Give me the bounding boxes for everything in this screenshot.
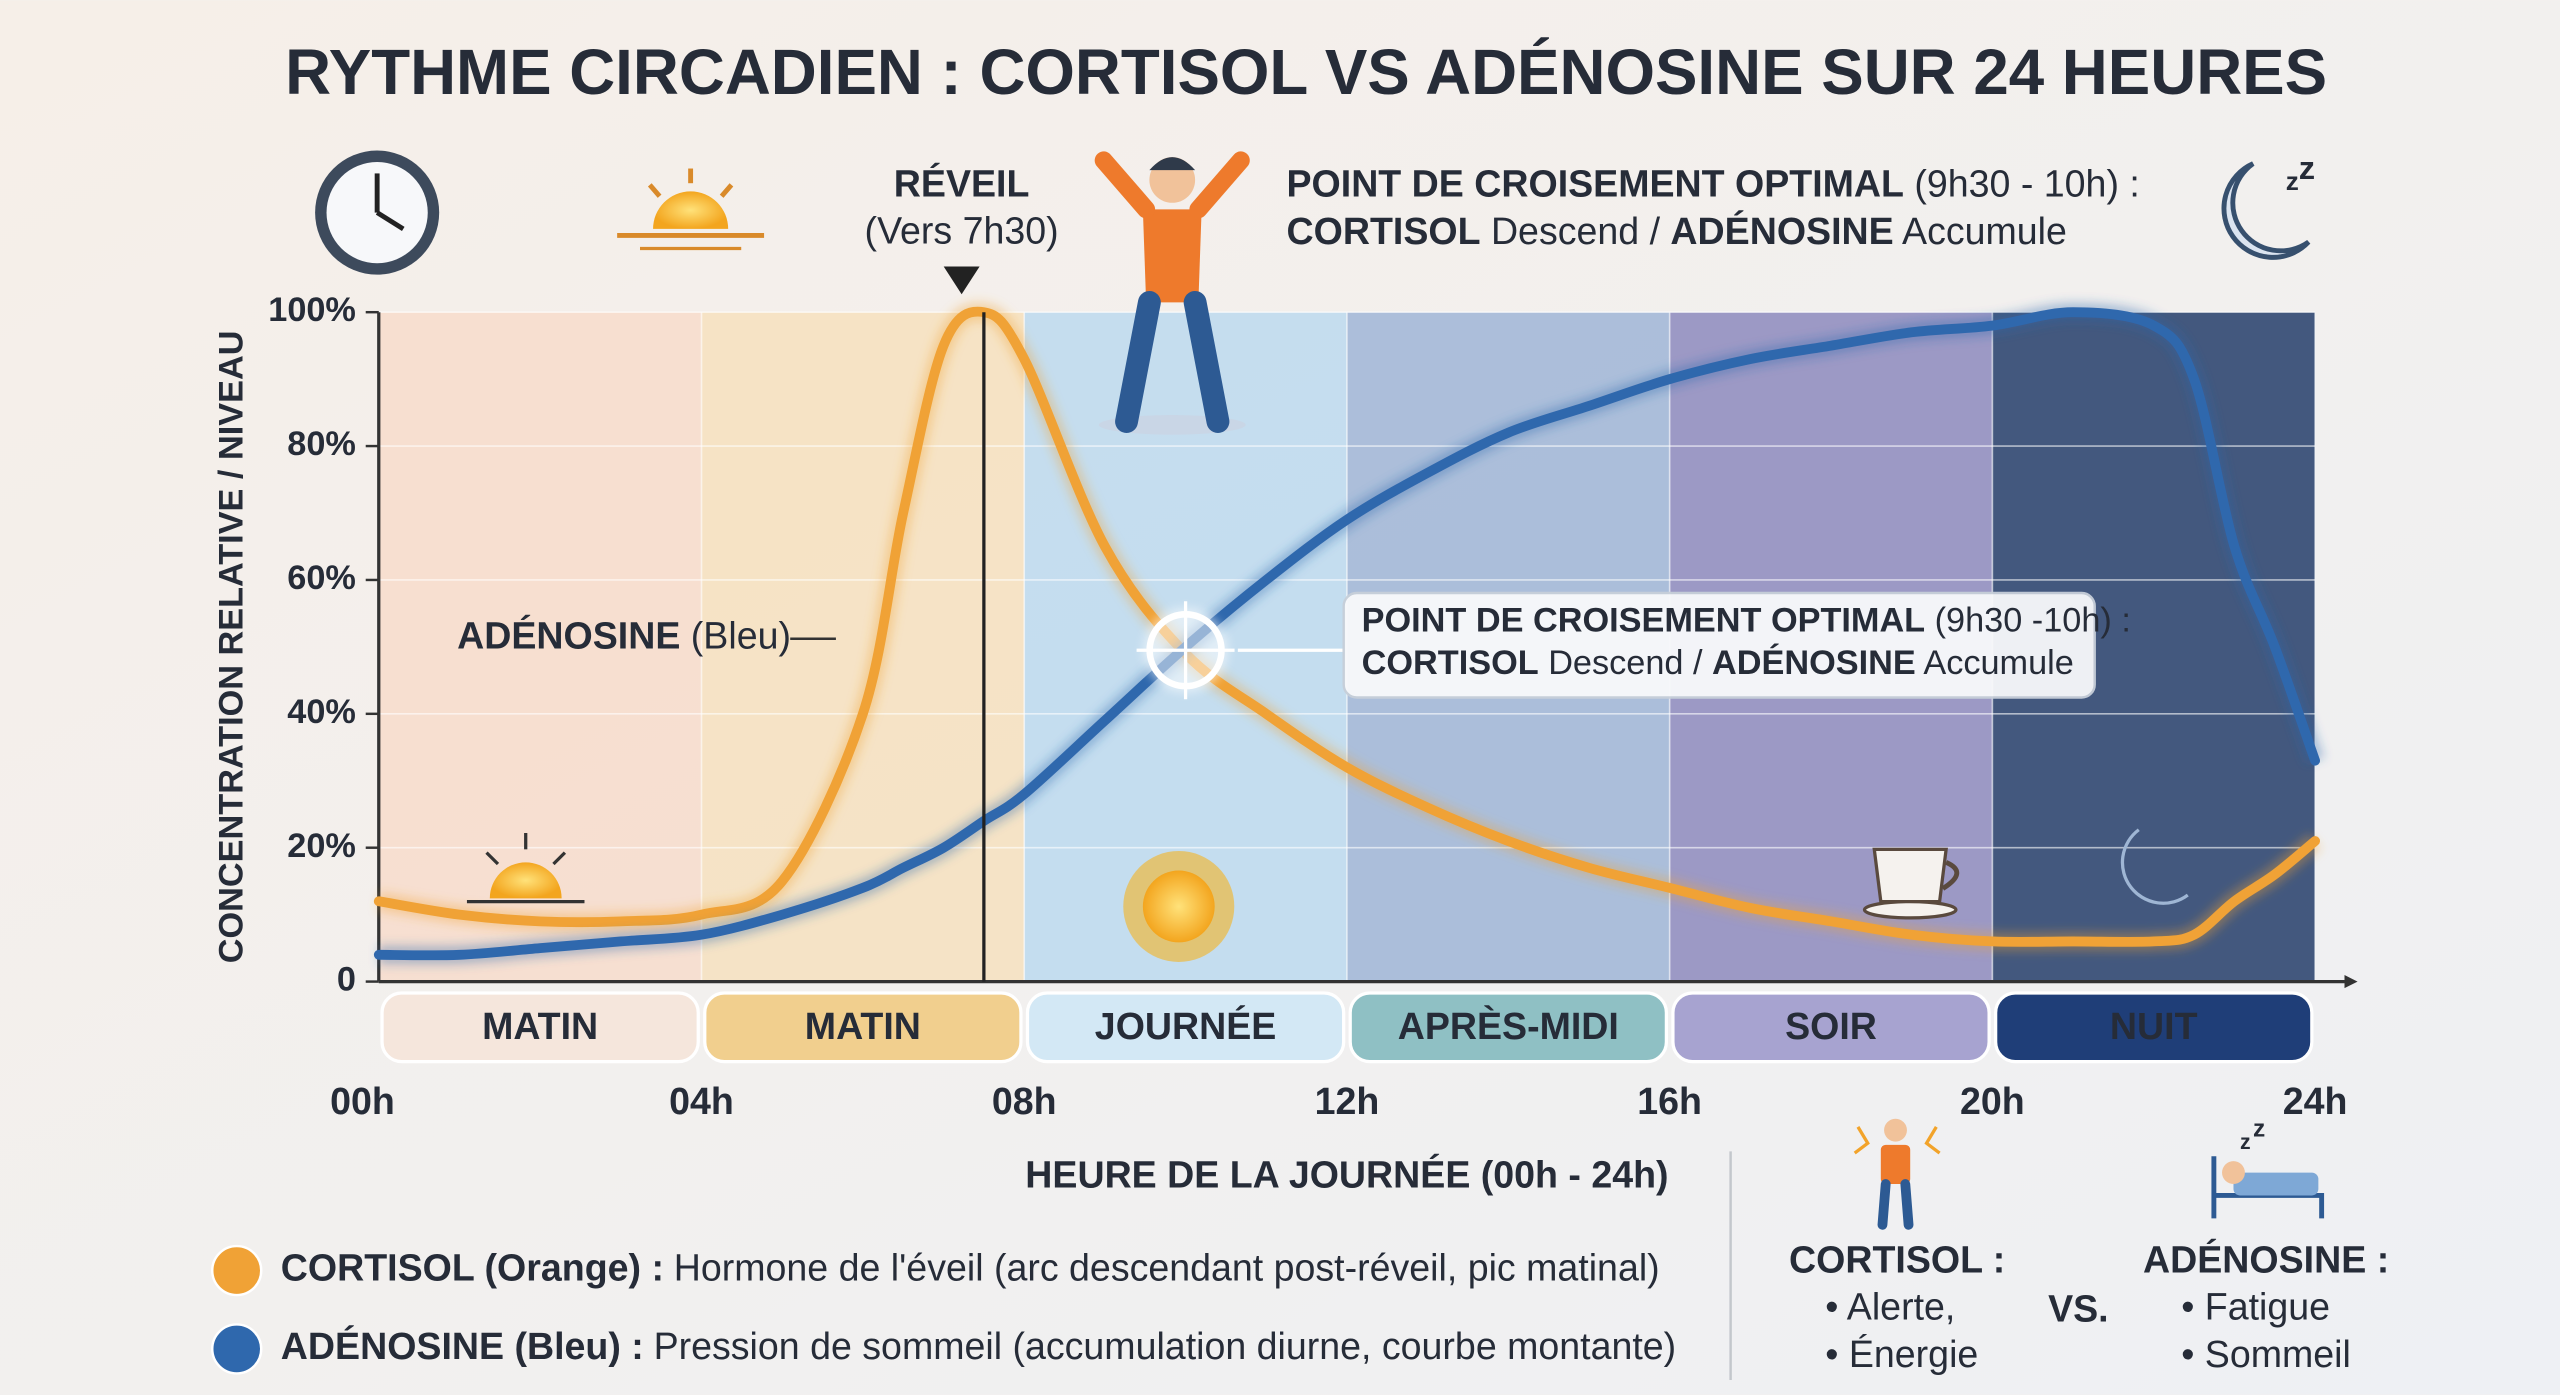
adenosine-label: ADÉNOSINE (Bleu) (457, 615, 791, 657)
text: ADÉNOSINE (1670, 210, 1893, 252)
period-pill (1994, 991, 2314, 1064)
x-axis-label: HEURE DE LA JOURNÉE (00h - 24h) (1025, 1153, 1668, 1195)
icon: z (2286, 166, 2299, 196)
period-band (701, 312, 1025, 982)
x-tick-label: 20h (1960, 1080, 2025, 1122)
text: Descend / (1481, 210, 1671, 252)
legend-swatch (211, 1244, 263, 1297)
person-icon (1094, 151, 1250, 435)
legend-name: CORTISOL (Orange) : (281, 1246, 664, 1288)
period-pill (703, 991, 1023, 1064)
period-pill (1671, 991, 1991, 1064)
period-label: MATIN (805, 1005, 921, 1047)
crossing-top-line1: POINT DE CROISEMENT OPTIMAL (9h30 - 10h)… (1287, 162, 2140, 204)
compare-item: • Énergie (1825, 1333, 1978, 1375)
y-tick-label: 20% (287, 827, 356, 865)
text: (9h30 -10h) : (1925, 601, 2131, 639)
crossing-box (1342, 591, 2096, 699)
night-moon-icon (2120, 828, 2189, 905)
period-label: APRÈS-MIDI (1398, 1005, 1619, 1047)
text: ADÉNOSINE (457, 615, 680, 657)
compare-title: CORTISOL : (1789, 1238, 2005, 1280)
legend-swatch (211, 1323, 263, 1375)
x-tick-label: 24h (2283, 1080, 2348, 1122)
compare-title: ADÉNOSINE : (2143, 1238, 2389, 1280)
icon: z (2299, 149, 2315, 186)
text: POINT DE CROISEMENT OPTIMAL (1287, 162, 1904, 204)
period-label: MATIN (482, 1005, 598, 1047)
y-tick-label: 40% (287, 693, 356, 731)
x-tick-label: 08h (992, 1080, 1057, 1122)
period-label: NUIT (2110, 1005, 2198, 1047)
wake-sublabel: (Vers 7h30) (865, 210, 1059, 252)
grid: 0 20% 40% 60% 80% 100% 00h 04h 08h 12h 16h 20h 24h (268, 291, 2358, 1122)
small-sun-icon (466, 833, 585, 904)
text: Descend / (1539, 644, 1712, 682)
text: CORTISOL (1287, 210, 1481, 252)
x-tick-label: 12h (1315, 1080, 1380, 1122)
crossing-box-line1: POINT DE CROISEMENT OPTIMAL (9h30 -10h) … (1362, 601, 2131, 639)
period-pill (1025, 991, 1346, 1064)
coffee-icon (1862, 847, 1960, 920)
series-line (373, 307, 2320, 961)
period-pill (380, 991, 700, 1064)
legend-entry: ADÉNOSINE (Bleu) : Pression de sommeil (a… (281, 1325, 1676, 1367)
text: Accumule (1894, 210, 2067, 252)
text: ADÉNOSINE (1712, 642, 1916, 682)
plot (373, 301, 2325, 982)
crossing-box-line2: CORTISOL Descend / ADÉNOSINE Accumule (1362, 642, 2074, 682)
sun-icon (1123, 850, 1235, 962)
compare-item: • Fatigue (2181, 1286, 2330, 1328)
text: (9h30 - 10h) : (1904, 162, 2140, 204)
icon: z (2253, 1116, 2265, 1143)
text: CORTISOL (1362, 644, 1539, 682)
x-tick-label: 00h (330, 1080, 395, 1122)
vs-label: VS. (2048, 1287, 2109, 1329)
period-label: JOURNÉE (1095, 1005, 1277, 1047)
x-tick-label: 16h (1637, 1080, 1702, 1122)
y-tick-label: 100% (268, 291, 356, 329)
icon: z (2240, 1131, 2251, 1154)
compare-item: • Sommeil (2181, 1333, 2351, 1375)
text: POINT DE CROISEMENT OPTIMAL (1362, 601, 1926, 639)
legend-name: ADÉNOSINE (Bleu) : (281, 1325, 644, 1367)
period-label: SOIR (1785, 1005, 1877, 1047)
y-tick-label: 0 (337, 961, 356, 999)
y-tick-label: 80% (287, 425, 356, 463)
compare-item: • Alerte, (1825, 1286, 1955, 1328)
wake-arrow (943, 266, 980, 295)
wake-label: RÉVEIL (894, 162, 1030, 204)
x-tick-label: 04h (669, 1080, 734, 1122)
chart-title: RYTHME CIRCADIEN : CORTISOL VS ADÉNOSINE… (285, 37, 2327, 108)
legend-entry: CORTISOL (Orange) : Hormone de l'éveil (a… (281, 1246, 1660, 1288)
legend-description: Pression de sommeil (accumulation diurne… (654, 1325, 1677, 1367)
x-axis-arrow (2344, 975, 2358, 989)
clock-icon (315, 150, 440, 275)
text: Accumule (1916, 644, 2074, 682)
legend: CORTISOL (Orange) : Hormone de l'éveil (a… (211, 1244, 1676, 1375)
y-tick-label: 60% (287, 559, 356, 597)
sunrise-icon (617, 168, 765, 251)
crossing-top-line2: CORTISOL Descend / ADÉNOSINE Accumule (1287, 210, 2067, 252)
series-line (373, 306, 2320, 947)
period-pill (1348, 991, 1669, 1064)
legend-description: Hormone de l'éveil (arc descendant post-… (674, 1246, 1660, 1288)
text: (Bleu) (680, 615, 791, 657)
y-axis-label: CONCENTRATION RELATIVE / NIVEAU (213, 331, 251, 964)
mini-person-icon (1853, 1118, 1941, 1230)
